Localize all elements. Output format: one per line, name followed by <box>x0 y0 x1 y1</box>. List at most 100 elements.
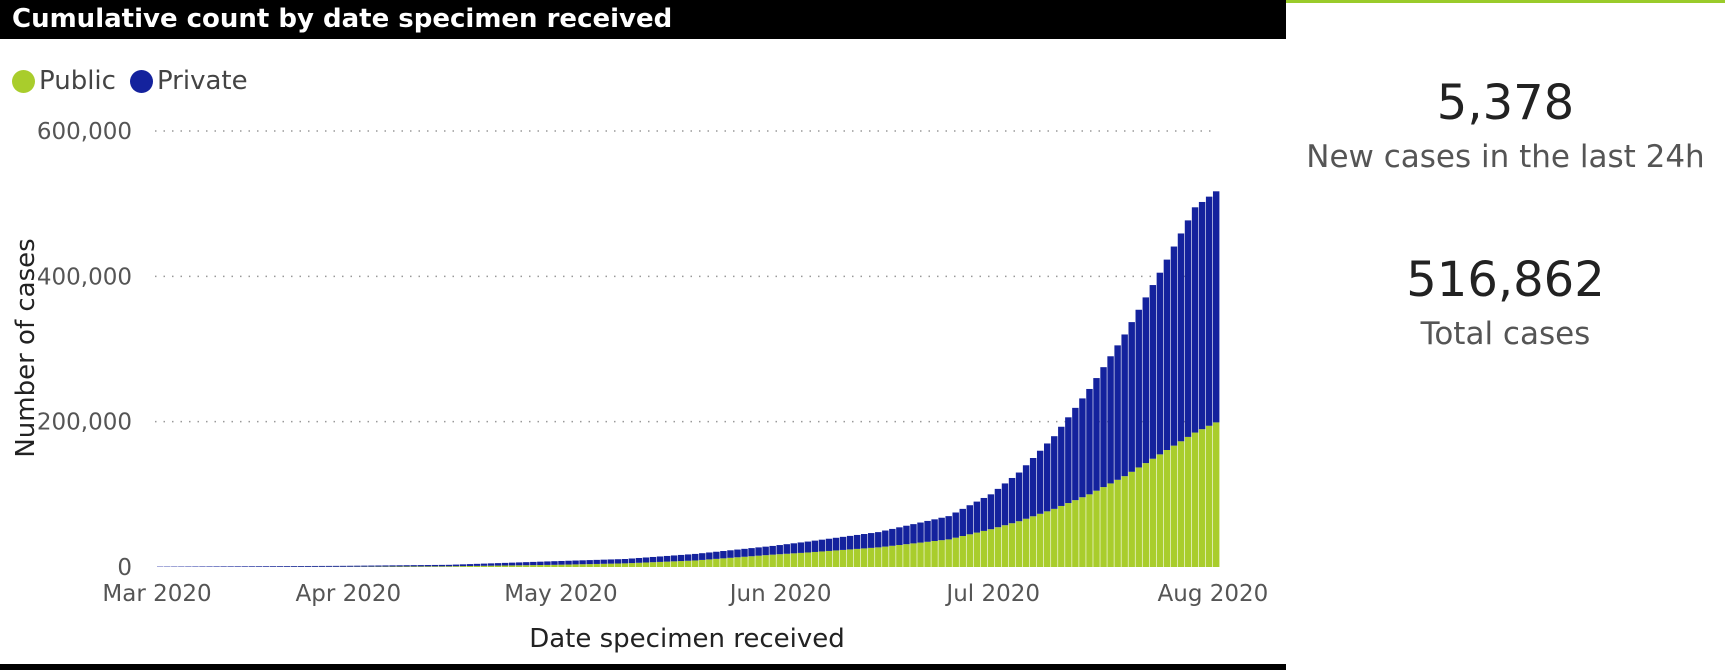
bar-public <box>452 566 460 567</box>
y-tick-label: 600,000 <box>37 119 132 145</box>
bar-public <box>1156 454 1164 567</box>
bar-public <box>1114 479 1121 567</box>
private-dot-icon <box>129 69 153 93</box>
bar-private <box>311 565 319 567</box>
bar-public <box>804 552 812 567</box>
x-tick-label: Apr 2020 <box>296 581 402 607</box>
bar-private <box>1163 259 1171 451</box>
bar-public <box>790 553 798 567</box>
y-tick-label: 200,000 <box>37 410 132 436</box>
bar-private <box>1142 297 1150 464</box>
bar-public <box>1058 505 1065 567</box>
bar-public <box>600 563 607 567</box>
bar-public <box>508 565 516 567</box>
bar-public <box>1093 490 1100 567</box>
bar-private <box>804 541 812 553</box>
bar-public <box>755 555 762 567</box>
bar-public <box>677 561 685 567</box>
bar-private <box>966 505 974 535</box>
bar-public <box>431 566 438 567</box>
legend-item-public[interactable]: Public <box>12 66 116 96</box>
bar-public <box>1184 436 1192 567</box>
bar-private <box>860 534 868 549</box>
bar-private <box>403 565 410 567</box>
bar-private <box>523 562 530 566</box>
bar-public <box>558 564 565 567</box>
x-tick-label: Mar 2020 <box>102 581 211 607</box>
bar-public <box>1001 525 1009 567</box>
bar-public <box>832 550 840 567</box>
bar-public <box>1177 441 1185 567</box>
bar-public <box>551 564 558 567</box>
legend-item-private[interactable]: Private <box>129 66 248 96</box>
bar-public <box>931 540 938 567</box>
bar-public <box>860 548 868 567</box>
new-cases-label: New cases in the last 24h <box>1306 139 1705 175</box>
bar-public <box>889 545 896 567</box>
bar-public <box>537 565 544 567</box>
bar-private <box>1051 436 1058 509</box>
bar-private <box>431 564 438 567</box>
bar-public <box>1149 458 1157 567</box>
bar-private <box>762 546 769 556</box>
bar-public <box>530 565 537 567</box>
bar-public <box>544 564 551 567</box>
bar-public <box>410 566 417 567</box>
bar-private <box>234 566 241 567</box>
bar-public <box>1008 523 1016 567</box>
bar-public <box>501 565 509 567</box>
bar-private <box>776 545 783 555</box>
bar-private <box>720 551 727 559</box>
bar-public <box>952 537 959 567</box>
bar-private <box>1177 233 1185 442</box>
bar-private <box>769 545 776 555</box>
bar-public <box>938 540 945 567</box>
bar-private <box>1128 322 1135 472</box>
bar-private <box>551 561 558 565</box>
bar-private <box>734 549 741 558</box>
new-cases-value: 5,378 <box>1436 75 1575 131</box>
y-tick-label: 400,000 <box>37 264 132 290</box>
y-axis-title: Number of cases <box>11 238 41 457</box>
bar-private <box>642 557 650 563</box>
x-tick-label: Jun 2020 <box>728 581 832 607</box>
bar-private <box>790 543 798 554</box>
bar-public <box>1191 432 1199 567</box>
bar-private <box>677 554 685 562</box>
bar-private <box>1058 426 1065 506</box>
bar-private <box>903 525 910 545</box>
bar-public <box>692 560 699 567</box>
bar-private <box>516 562 523 566</box>
bar-private <box>354 565 361 567</box>
bar-public <box>586 564 593 567</box>
bar-public <box>839 549 847 567</box>
bar-private <box>1008 477 1016 524</box>
bar-public <box>1163 450 1171 567</box>
bar-public <box>1044 511 1051 567</box>
bar-private <box>628 558 636 564</box>
bar-public <box>1212 422 1220 567</box>
bar-private <box>417 565 424 567</box>
bar-private <box>530 561 537 566</box>
stacked-bars <box>157 191 1220 567</box>
bar-public <box>783 553 790 567</box>
bar-private <box>396 565 403 567</box>
bar-private <box>811 540 819 552</box>
bar-private <box>459 564 467 567</box>
bar-public <box>628 563 636 567</box>
bar-private <box>692 553 699 561</box>
bar-private <box>649 556 657 563</box>
bar-private <box>931 519 938 541</box>
bar-public <box>903 544 910 567</box>
bar-private <box>973 501 981 533</box>
bar-private <box>297 566 305 567</box>
bar-public <box>797 552 805 567</box>
bar-private <box>332 565 340 567</box>
bar-private <box>959 508 966 536</box>
bar-private <box>1065 417 1072 504</box>
bar-private <box>924 520 931 542</box>
bar-private <box>748 548 755 557</box>
bar-private <box>1036 450 1044 514</box>
bar-private <box>347 565 354 567</box>
bar-public <box>656 561 664 567</box>
